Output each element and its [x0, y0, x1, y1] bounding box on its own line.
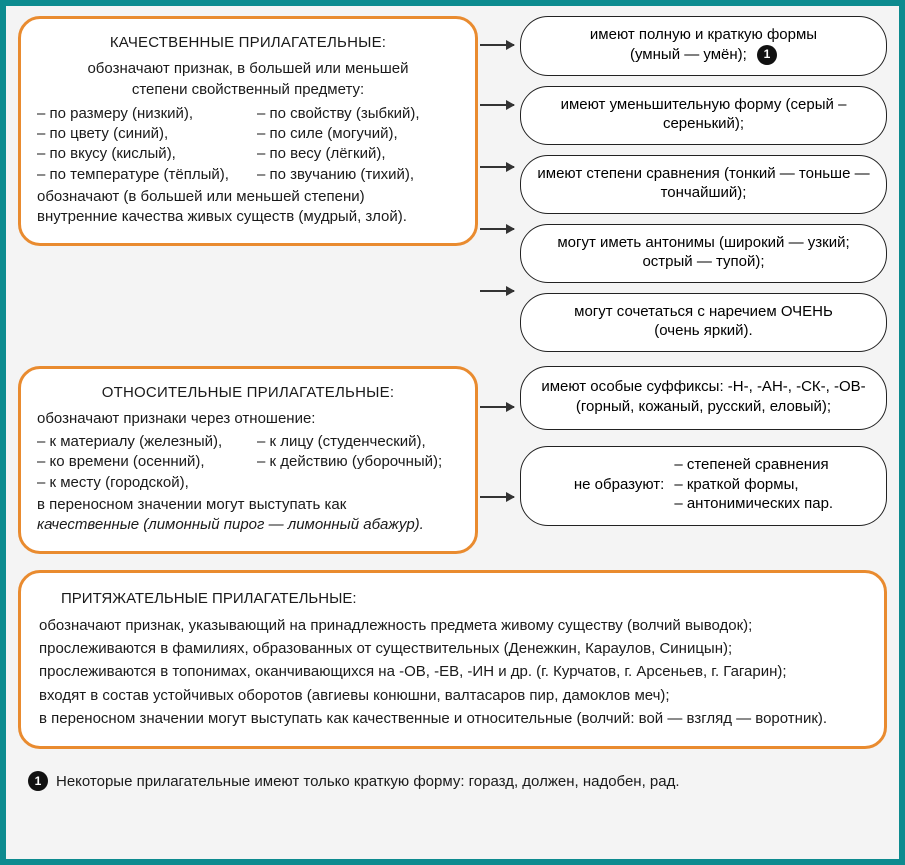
qual-sound: – по звучанию (тихий),: [257, 165, 459, 185]
nf-r2: – краткой формы,: [674, 475, 833, 495]
nf-r3: – антонимических пар.: [674, 494, 833, 514]
b5a: могут сочетаться с наречием ОЧЕНЬ: [574, 303, 833, 320]
qual-taste: – по вкусу (кислый),: [37, 144, 239, 164]
b2: имеют уменьшительную форму (серый – сере…: [535, 95, 872, 134]
footnote: 1 Некоторые прилагательные имеют только …: [18, 763, 887, 791]
bubble-comparison: имеют степени сравнения (тонкий — тоньше…: [520, 155, 887, 214]
rel-intro: обозначают признаки через отношение:: [37, 409, 459, 429]
footnote-text: Некоторые прилагательные имеют только кр…: [56, 773, 680, 790]
section-possessive: ПРИТЯЖАТЕЛЬНЫЕ ПРИЛАГАТЕЛЬНЫЕ: обозначаю…: [18, 570, 887, 750]
arrow-icon: [480, 44, 514, 46]
bubble-antonyms: могут иметь антонимы (широкий — узкий; о…: [520, 224, 887, 283]
bubble-diminutive: имеют уменьшительную форму (серый – сере…: [520, 86, 887, 145]
pos-l3: прослеживаются в топонимах, оканчивающих…: [39, 660, 866, 683]
qualitative-title: КАЧЕСТВЕННЫЕ ПРИЛАГАТЕЛЬНЫЕ:: [37, 33, 459, 53]
possessive-box: ПРИТЯЖАТЕЛЬНЫЕ ПРИЛАГАТЕЛЬНЫЕ: обозначаю…: [18, 570, 887, 750]
qual-tail2: внутренние качества живых существ (мудры…: [37, 207, 459, 227]
not-form-left: не образуют:: [574, 475, 664, 495]
pos-l4: входят в состав устойчивых оборотов (авг…: [39, 684, 866, 707]
arrow-icon: [480, 496, 514, 498]
section-relative: ОТНОСИТЕЛЬНЫЕ ПРИЛАГАТЕЛЬНЫЕ: обозначают…: [18, 366, 887, 556]
qual-strength: – по силе (могучий),: [257, 124, 459, 144]
b1a: имеют полную и краткую формы: [590, 26, 817, 43]
b1b: (умный — умён);: [630, 46, 747, 63]
possessive-title: ПРИТЯЖАТЕЛЬНЫЕ ПРИЛАГАТЕЛЬНЫЕ:: [39, 587, 866, 610]
rel-col2: – к лицу (студенческий), – к действию (у…: [257, 432, 459, 493]
rel-tail1: в переносном значении могут выступать ка…: [37, 495, 459, 515]
bubble-suffixes: имеют особые суффиксы: -Н-, -АН-, -СК-, …: [520, 366, 887, 430]
footnote-ref-icon: 1: [757, 45, 777, 65]
qual-col2: – по свойству (зыбкий), – по силе (могуч…: [257, 104, 459, 185]
pos-l2: прослеживаются в фамилиях, образованных …: [39, 637, 866, 660]
bubble-very: могут сочетаться с наречием ОЧЕНЬ (очень…: [520, 293, 887, 352]
arrow-icon: [480, 166, 514, 168]
qual-col1: – по размеру (низкий), – по цвету (синий…: [37, 104, 239, 185]
bubble-not-form: не образуют: – степеней сравнения – крат…: [520, 446, 887, 526]
relative-bubbles: имеют особые суффиксы: -Н-, -АН-, -СК-, …: [520, 366, 887, 526]
qualitative-intro1: обозначают признак, в большей или меньше…: [37, 59, 459, 79]
arrow-icon: [480, 290, 514, 292]
arrow-icon: [480, 406, 514, 408]
rel-action: – к действию (уборочный);: [257, 452, 459, 472]
pos-l5: в переносном значении могут выступать ка…: [39, 707, 866, 730]
qualitative-intro2: степени свойственный предмету:: [37, 80, 459, 100]
rel-time: – ко времени (осенний),: [37, 452, 239, 472]
qual-color: – по цвету (синий),: [37, 124, 239, 144]
footnote-num-icon: 1: [28, 771, 48, 791]
rel-place: – к месту (городской),: [37, 473, 239, 493]
arrow-icon: [480, 228, 514, 230]
qualitative-bubbles: имеют полную и краткую формы (умный — ум…: [520, 16, 887, 352]
relative-columns: – к материалу (железный), – ко времени (…: [37, 432, 459, 493]
rel-tail2: качественные (лимонный пирог — лимонный …: [37, 515, 459, 535]
qual-temp: – по температуре (тёплый),: [37, 165, 239, 185]
not-form-table: не образуют: – степеней сравнения – крат…: [535, 455, 872, 514]
rel-b1: имеют особые суффиксы: -Н-, -АН-, -СК-, …: [535, 377, 872, 416]
arrow-icon: [480, 104, 514, 106]
rel-col1: – к материалу (железный), – ко времени (…: [37, 432, 239, 493]
relative-title: ОТНОСИТЕЛЬНЫЕ ПРИЛАГАТЕЛЬНЫЕ:: [37, 383, 459, 403]
b3: имеют степени сравнения (тонкий — тоньше…: [535, 164, 872, 203]
qualitative-columns: – по размеру (низкий), – по цвету (синий…: [37, 104, 459, 185]
diagram-frame: КАЧЕСТВЕННЫЕ ПРИЛАГАТЕЛЬНЫЕ: обозначают …: [0, 0, 905, 865]
section-qualitative: КАЧЕСТВЕННЫЕ ПРИЛАГАТЕЛЬНЫЕ: обозначают …: [18, 16, 887, 352]
qual-weight: – по весу (лёгкий),: [257, 144, 459, 164]
relative-box: ОТНОСИТЕЛЬНЫЕ ПРИЛАГАТЕЛЬНЫЕ: обозначают…: [18, 366, 478, 555]
rel-person: – к лицу (студенческий),: [257, 432, 459, 452]
b5b: (очень яркий).: [654, 322, 752, 339]
qual-size: – по размеру (низкий),: [37, 104, 239, 124]
not-form-right: – степеней сравнения – краткой формы, – …: [674, 455, 833, 514]
nf-r1: – степеней сравнения: [674, 455, 833, 475]
b4: могут иметь антонимы (широкий — узкий; о…: [535, 233, 872, 272]
bubble-full-short-forms: имеют полную и краткую формы (умный — ум…: [520, 16, 887, 76]
rel-material: – к материалу (железный),: [37, 432, 239, 452]
qual-prop: – по свойству (зыбкий),: [257, 104, 459, 124]
pos-l1: обозначают признак, указывающий на прина…: [39, 614, 866, 637]
qualitative-box: КАЧЕСТВЕННЫЕ ПРИЛАГАТЕЛЬНЫЕ: обозначают …: [18, 16, 478, 246]
qual-tail1: обозначают (в большей или меньшей степен…: [37, 187, 459, 207]
